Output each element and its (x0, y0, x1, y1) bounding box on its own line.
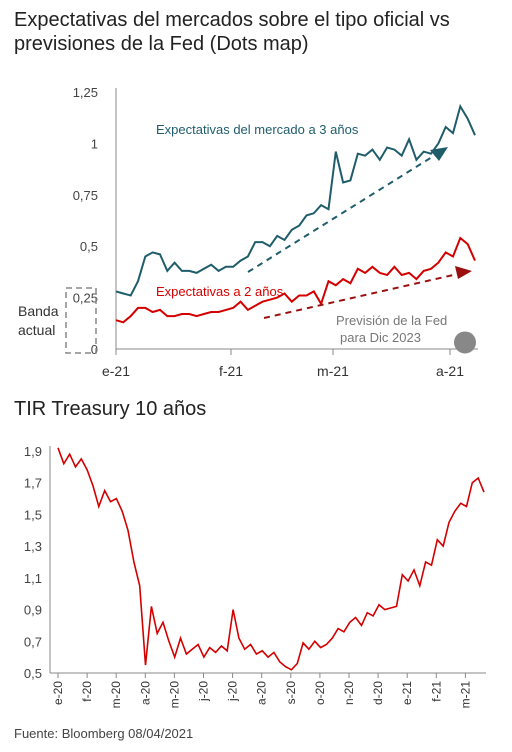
y-tick-label: 1,5 (24, 507, 42, 522)
market-expectations-chart: 0 0,25 0,5 0,75 1 1,25 e-21 f-21 m-21 a-21 Banda… (18, 85, 478, 379)
x-tick-label: a-21 (436, 363, 464, 379)
y-tick-label: 0,9 (24, 603, 42, 618)
x-tick-label: f-20 (80, 681, 94, 702)
x-tick-label: e-21 (102, 363, 130, 379)
x-tick-label: j-20 (226, 681, 240, 702)
trend-arrow-2y (263, 272, 463, 319)
x-tick-label: m-21 (317, 363, 349, 379)
x-tick-label: s-20 (284, 681, 298, 705)
chart-title: Expectativas del mercados sobre el tipo … (14, 9, 450, 55)
source-note: Fuente: Bloomberg 08/04/2021 (14, 726, 194, 741)
y-axis-labels: 1,9 1,7 1,5 1,3 1,1 0,9 0,7 0,5 (24, 444, 42, 681)
y-tick-label: 0,5 (24, 666, 42, 681)
y-tick-label: 0,5 (80, 239, 98, 254)
x-tick-label: m-20 (167, 681, 181, 709)
series-3y-line (115, 103, 476, 297)
x-tick-label: j-20 (197, 681, 211, 702)
y-tick-label: 1,9 (24, 444, 42, 459)
x-tick-label: m-21 (458, 681, 472, 709)
trend-arrow-3y (247, 151, 441, 273)
x-tick-label: f-21 (219, 363, 243, 379)
chart2-title: TIR Treasury 10 años (14, 398, 207, 420)
series2-label: Expectativas a 2 años (156, 284, 284, 299)
x-tick-label: e-21 (400, 681, 414, 705)
x-tick-label: m-20 (109, 681, 123, 709)
x-tick-label: a-20 (255, 681, 269, 705)
x-tick-label: a-20 (138, 681, 152, 705)
treasury-yield-chart: 1,9 1,7 1,5 1,3 1,1 0,9 0,7 0,5 e-20 f-20 m-20 a-2… (24, 444, 486, 709)
x-tick-label: e-20 (51, 681, 65, 705)
y-tick-label: 1,25 (73, 85, 98, 100)
x-tick-label: o-20 (313, 681, 327, 705)
y-tick-label: 1 (91, 136, 98, 151)
y-axis-labels: 0 0,25 0,5 0,75 1 1,25 (73, 85, 98, 357)
x-axis: e-21 f-21 m-21 a-21 (102, 88, 478, 379)
fed-projection-label-line2: para Dic 2023 (340, 330, 421, 345)
x-tick-label: n-20 (342, 681, 356, 705)
x-tick-label: f-21 (429, 681, 443, 702)
treasury-10y-line (57, 447, 485, 671)
y-tick-label: 1,3 (24, 539, 42, 554)
y-tick-label: 0,7 (24, 634, 42, 649)
y-tick-label: 1,1 (24, 571, 42, 586)
trend-arrow-2y-head (455, 266, 472, 279)
current-band-box (65, 287, 97, 354)
y-tick-label: 0,25 (73, 291, 98, 306)
y-tick-label: 1,7 (24, 476, 42, 491)
x-axis: e-20 f-20 m-20 a-20 m-20 j-20 j-20 a-20 s-20 o-20… (49, 446, 486, 709)
fed-projection-label-line1: Previsión de la Fed (336, 313, 447, 328)
y-tick-label: 0,75 (73, 188, 98, 203)
trend-arrow-3y-head (430, 147, 448, 161)
series3-label: Expectativas del mercado a 3 años (156, 122, 359, 137)
band-label-line2: actual (18, 322, 55, 338)
fed-projection-dot (454, 331, 476, 354)
band-label-line1: Banda (18, 303, 59, 319)
y-tick-label: 0 (91, 342, 98, 357)
series-2y-line (115, 236, 476, 324)
x-tick-label: d-20 (371, 681, 385, 705)
